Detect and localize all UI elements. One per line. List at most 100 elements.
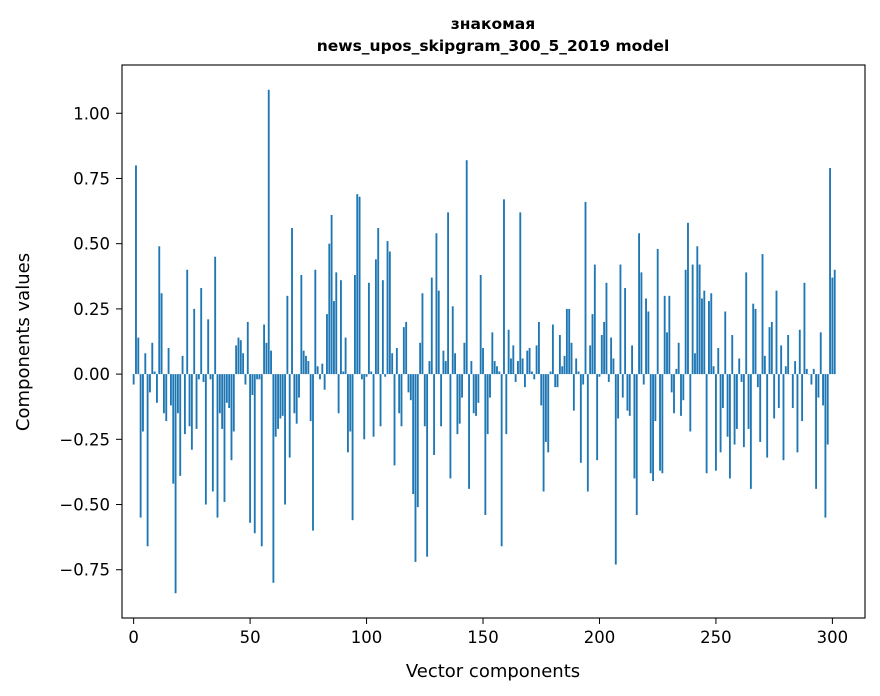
bar-278 [780,345,783,375]
bar-149 [479,274,482,375]
bar-246 [705,374,708,474]
bar-40 [225,374,228,403]
bar-58 [267,89,270,375]
bar-21 [181,355,184,375]
bar-110 [388,251,391,375]
bar-118 [407,374,410,393]
bar-254 [724,311,727,375]
bar-60 [272,374,275,583]
bar-242 [696,246,699,375]
bar-158 [500,374,503,547]
bar-55 [260,374,263,547]
x-tick-label: 250 [700,628,732,647]
bar-49 [246,321,249,375]
bar-45 [237,337,240,375]
bar-102 [370,371,373,375]
bar-11 [158,246,161,375]
bar-299 [829,168,831,375]
bar-205 [610,337,613,375]
bar-109 [386,241,389,375]
bar-280 [784,366,787,375]
bar-212 [626,374,629,411]
bar-216 [635,374,638,515]
bar-175 [540,374,543,406]
bar-235 [680,374,682,416]
bar-230 [668,295,671,375]
x-tick-label: 100 [351,628,383,647]
bar-79 [316,366,319,375]
bar-26 [193,308,196,375]
bar-169 [526,350,529,375]
bar-78 [314,269,317,375]
bar-203 [605,282,608,375]
bar-214 [631,345,634,375]
bars-group [132,89,836,594]
y-tick-label: 0.00 [73,365,110,384]
bar-77 [312,374,314,531]
bar-251 [717,348,720,375]
bar-268 [756,374,759,388]
x-tick-label: 300 [817,628,849,647]
bar-261 [740,374,743,382]
bar-47 [242,353,245,375]
bar-182 [556,374,559,388]
bar-56 [263,324,266,375]
y-axis-label: Components values [13,253,34,431]
bar-285 [796,374,799,453]
bar-136 [449,374,452,479]
bar-269 [759,374,762,442]
bar-105 [377,228,380,375]
bar-51 [251,374,254,395]
y-tick-label: 0.75 [73,169,110,188]
bar-107 [381,280,384,375]
bar-186 [565,308,568,375]
bar-259 [735,374,738,429]
bar-67 [288,374,291,458]
bar-267 [754,308,757,375]
bar-276 [775,290,778,375]
bar-177 [544,374,547,442]
bar-155 [493,361,496,375]
x-axis-label: Vector components [406,661,580,682]
bar-132 [440,374,443,427]
bar-174 [537,321,540,375]
bar-61 [274,374,277,437]
bar-137 [451,306,454,375]
x-tick-label: 200 [584,628,616,647]
bar-103 [372,374,375,437]
bar-165 [517,361,519,375]
y-tick-label: −0.50 [59,496,110,515]
bar-271 [763,355,766,375]
bar-15 [167,348,170,375]
bar-0 [132,374,135,385]
bar-153 [489,374,491,398]
bar-87 [335,272,338,375]
bar-250 [715,374,717,471]
plot-frame [121,64,866,619]
bar-97 [358,196,361,375]
bar-231 [670,374,673,393]
y-tick-label: 0.25 [73,300,110,319]
bar-42 [230,374,233,461]
y-tick-label: −0.75 [59,561,110,580]
bar-135 [447,212,450,375]
bar-291 [810,374,813,385]
bar-14 [165,374,168,422]
bar-141 [461,374,463,398]
bar-53 [256,374,259,380]
bar-4 [142,374,144,432]
bar-289 [805,368,808,375]
bar-28 [197,374,200,380]
bar-139 [456,374,459,435]
bar-222 [649,374,652,474]
bar-94 [351,374,354,521]
bar-263 [745,272,748,375]
bar-57 [265,342,268,375]
bar-213 [628,374,631,416]
bar-124 [421,293,424,375]
bar-65 [284,374,286,505]
bar-16 [169,374,172,406]
y-axis: −0.75 −0.50 −0.25 0.00 0.25 0.50 0.75 1.00 [59,104,122,580]
y-tick-label: 1.00 [73,104,110,123]
bar-12 [160,293,163,375]
